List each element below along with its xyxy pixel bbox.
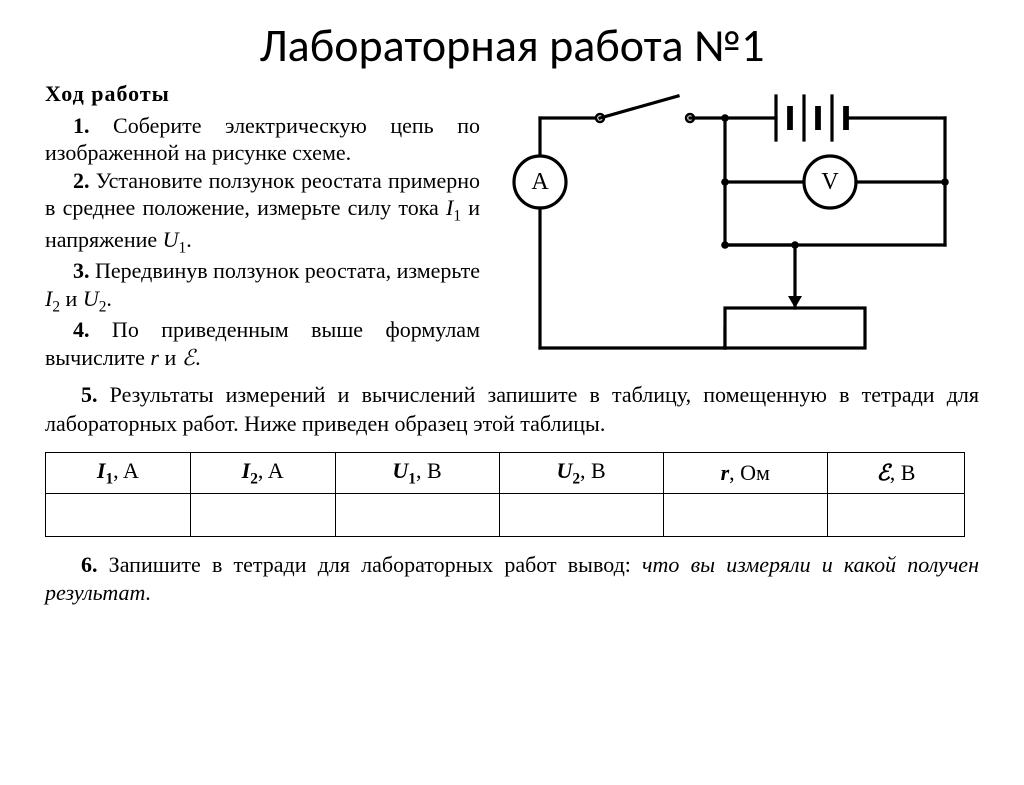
- step-1-text: Соберите электрическую цепь по изображен…: [45, 113, 480, 166]
- step-1: 1. Соберите электрическую цепь по изобра…: [45, 112, 480, 167]
- step-3-text-a: Передвинув ползунок реостата, измерьте: [90, 258, 481, 283]
- step-3-num: 3.: [73, 258, 90, 283]
- table-cell: [499, 493, 663, 536]
- table-col-0: I1, A: [46, 452, 191, 493]
- step-4: 4. По приведенным выше формулам вычислит…: [45, 316, 480, 371]
- step-5-text: Результаты измерений и вычислений запиши…: [45, 382, 979, 435]
- step-5: 5. Результаты измерений и вычислений зап…: [45, 381, 979, 437]
- step-5-num: 5.: [81, 382, 98, 407]
- table-col-1: I2, A: [190, 452, 335, 493]
- step-3-end: .: [106, 286, 112, 311]
- step-3: 3. Передвинув ползунок реостата, измерьт…: [45, 257, 480, 316]
- top-row: Ход работы 1. Соберите электрическую цеп…: [0, 80, 1024, 371]
- step-2: 2. Установите ползунок реостата примерно…: [45, 167, 480, 258]
- table-body: [46, 493, 965, 536]
- step-3-U: U: [83, 286, 99, 311]
- step-6-text-a: Запишите в тетради для лабораторных рабо…: [98, 552, 643, 577]
- table-header-row: I1, AI2, AU1, BU2, Br, Омℰ, B: [46, 452, 965, 493]
- step-2-text-a: Установите ползунок реостата примерно в …: [45, 168, 480, 221]
- table-cell: [827, 493, 964, 536]
- svg-text:V: V: [821, 169, 839, 195]
- step-2-I-sub: 1: [453, 207, 461, 224]
- step-6: 6. Запишите в тетради для лабораторных р…: [45, 551, 979, 607]
- table-cell: [46, 493, 191, 536]
- table-col-5: ℰ, B: [827, 452, 964, 493]
- table-col-2: U1, B: [335, 452, 499, 493]
- section-heading: Ход работы: [45, 80, 480, 108]
- step-4-num: 4.: [73, 317, 90, 342]
- step-4-r: r: [150, 345, 159, 370]
- procedure-text: Ход работы 1. Соберите электрическую цеп…: [45, 80, 480, 371]
- table-col-3: U2, B: [499, 452, 663, 493]
- step-4-end: .: [195, 345, 201, 370]
- table-col-4: r, Ом: [663, 452, 827, 493]
- circuit-diagram: AV: [500, 90, 970, 370]
- page-root: Лабораторная работа №1 Ход работы 1. Соб…: [0, 18, 1024, 785]
- table-cell: [335, 493, 499, 536]
- page-title: Лабораторная работа №1: [0, 18, 1024, 74]
- step-2-U: U: [163, 227, 179, 252]
- table-row: [46, 493, 965, 536]
- step-2-end: .: [186, 227, 192, 252]
- table-head: I1, AI2, AU1, BU2, Br, Омℰ, B: [46, 452, 965, 493]
- step-3-I-sub: 2: [52, 298, 60, 315]
- circuit-diagram-container: AV: [500, 80, 1004, 371]
- step-6-num: 6.: [81, 552, 98, 577]
- results-table: I1, AI2, AU1, BU2, Br, Омℰ, B: [45, 452, 965, 537]
- table-cell: [663, 493, 827, 536]
- bottom-section: 5. Результаты измерений и вычислений зап…: [0, 371, 1024, 607]
- step-4-text-a: По приведенным выше формулам вычислите: [45, 317, 480, 370]
- table-cell: [190, 493, 335, 536]
- step-3-mid: и: [60, 286, 83, 311]
- svg-text:A: A: [531, 169, 549, 195]
- step-1-num: 1.: [73, 113, 90, 138]
- step-4-E: ℰ: [182, 345, 195, 370]
- step-2-num: 2.: [73, 168, 90, 193]
- step-4-mid: и: [159, 345, 182, 370]
